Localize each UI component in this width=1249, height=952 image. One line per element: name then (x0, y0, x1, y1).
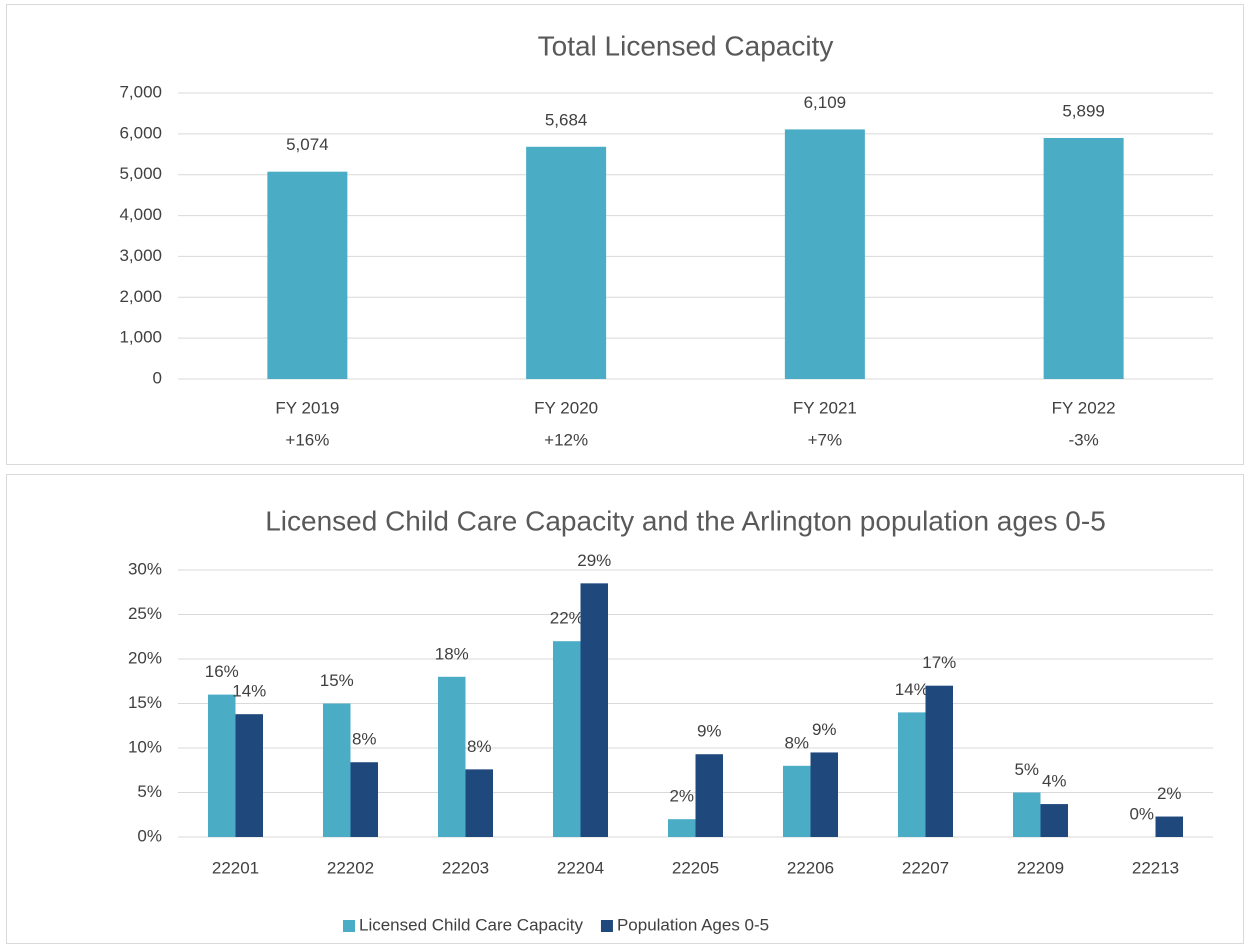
y-tick-label: 3,000 (119, 246, 162, 265)
value-label: 29% (577, 551, 611, 570)
bar (235, 714, 263, 837)
x-tick-label: FY 2019 (275, 398, 339, 417)
y-tick-label: 1,000 (119, 328, 162, 347)
y-tick-label: 5% (137, 782, 162, 801)
change-label: +12% (544, 430, 588, 449)
x-tick-label: FY 2021 (793, 398, 857, 417)
value-label: 5,074 (286, 135, 329, 154)
value-label: 2% (669, 787, 694, 806)
bar (1043, 137, 1124, 379)
x-tick-label: 22213 (1132, 858, 1179, 877)
x-tick-label: 22201 (212, 858, 259, 877)
y-tick-label: 0% (137, 826, 162, 845)
bar (925, 685, 953, 837)
value-label: 8% (784, 733, 809, 752)
x-tick-label: 22207 (902, 858, 949, 877)
x-tick-label: 22203 (442, 858, 489, 877)
legend-label: Population Ages 0-5 (617, 915, 769, 934)
y-tick-label: 20% (128, 648, 162, 667)
value-label: 8% (352, 730, 377, 749)
value-label: 17% (922, 653, 956, 672)
y-tick-label: 4,000 (119, 205, 162, 224)
x-tick-label: FY 2022 (1052, 398, 1116, 417)
value-label: 6,109 (804, 93, 847, 112)
bar (898, 712, 926, 837)
bar (526, 146, 607, 379)
legend-swatch (600, 920, 613, 932)
bar (1013, 792, 1041, 837)
x-tick-label: 22209 (1017, 858, 1064, 877)
y-tick-label: 30% (128, 559, 162, 578)
legend-label: Licensed Child Care Capacity (359, 915, 583, 934)
y-tick-label: 10% (128, 737, 162, 756)
x-tick-label: 22206 (787, 858, 834, 877)
chart-frame (6, 4, 1244, 465)
bar (784, 129, 865, 379)
chart-title: Licensed Child Care Capacity and the Arl… (265, 505, 1106, 536)
value-label: 4% (1042, 772, 1067, 791)
value-label: 18% (435, 644, 469, 663)
value-label: 16% (205, 662, 239, 681)
bar (668, 819, 696, 837)
x-tick-label: 22205 (672, 858, 719, 877)
bar (1040, 804, 1068, 837)
bar (810, 752, 838, 837)
y-tick-label: 25% (128, 604, 162, 623)
value-label: 2% (1157, 784, 1182, 803)
value-label: 9% (697, 722, 722, 741)
value-label: 14% (232, 682, 266, 701)
bar (350, 762, 378, 837)
y-tick-label: 15% (128, 693, 162, 712)
y-tick-label: 0 (153, 368, 162, 387)
x-tick-label: 22204 (557, 858, 604, 877)
bar (580, 583, 608, 837)
bar (695, 754, 723, 837)
bar (1155, 816, 1183, 837)
bar (208, 694, 236, 837)
value-label: 14% (895, 680, 929, 699)
value-label: 22% (550, 609, 584, 628)
bar (438, 676, 466, 837)
legend-swatch (343, 920, 355, 932)
bar (465, 769, 493, 837)
y-tick-label: 5,000 (119, 164, 162, 183)
y-tick-label: 2,000 (119, 287, 162, 306)
value-label: 5,684 (545, 110, 588, 129)
bar (783, 765, 811, 837)
value-label: 5,899 (1062, 101, 1105, 120)
y-tick-label: 6,000 (119, 123, 162, 142)
x-tick-label: FY 2020 (534, 398, 598, 417)
y-tick-label: 7,000 (119, 82, 162, 101)
chart-title: Total Licensed Capacity (538, 30, 834, 61)
value-label: 0% (1129, 804, 1154, 823)
change-label: -3% (1069, 430, 1099, 449)
value-label: 9% (812, 720, 837, 739)
change-label: +16% (285, 430, 329, 449)
bar (553, 641, 581, 837)
change-label: +7% (808, 430, 843, 449)
bar (323, 703, 351, 837)
x-tick-label: 22202 (327, 858, 374, 877)
value-label: 8% (467, 737, 492, 756)
value-label: 15% (320, 671, 354, 690)
value-label: 5% (1014, 760, 1039, 779)
bar (267, 171, 348, 379)
